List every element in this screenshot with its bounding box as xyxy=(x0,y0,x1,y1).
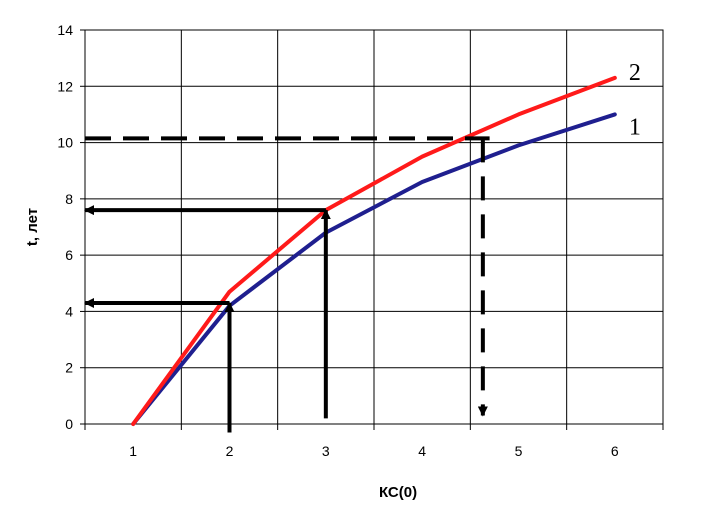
y-axis-label: t, лет xyxy=(24,208,41,246)
x-tick-label: 1 xyxy=(129,443,137,459)
y-tick-label: 6 xyxy=(65,247,73,263)
x-tick-label: 3 xyxy=(322,443,330,459)
series-labels: 12 xyxy=(629,60,641,141)
x-tick-label: 4 xyxy=(418,443,426,459)
y-tick-label: 8 xyxy=(65,191,73,207)
annotation-layer xyxy=(84,136,490,433)
y-tick-label: 14 xyxy=(57,22,73,38)
series-label-2: 2 xyxy=(629,60,641,86)
y-tick-label: 12 xyxy=(57,78,73,94)
series-label-1: 1 xyxy=(629,114,641,140)
x-axis-label: КС(0) xyxy=(379,484,417,501)
x-tick-label: 5 xyxy=(515,443,523,459)
y-tick-label: 4 xyxy=(65,303,73,319)
y-tick-label: 0 xyxy=(65,416,73,432)
grid xyxy=(84,29,664,425)
plot-frame xyxy=(80,29,664,430)
series-line-1 xyxy=(131,112,617,426)
x-tick-label: 6 xyxy=(611,443,619,459)
series-line-2 xyxy=(131,75,617,426)
y-tick-label: 2 xyxy=(65,360,73,376)
series-layer xyxy=(131,75,617,426)
y-tick-label: 10 xyxy=(57,135,73,151)
x-tick-label: 2 xyxy=(226,443,234,459)
